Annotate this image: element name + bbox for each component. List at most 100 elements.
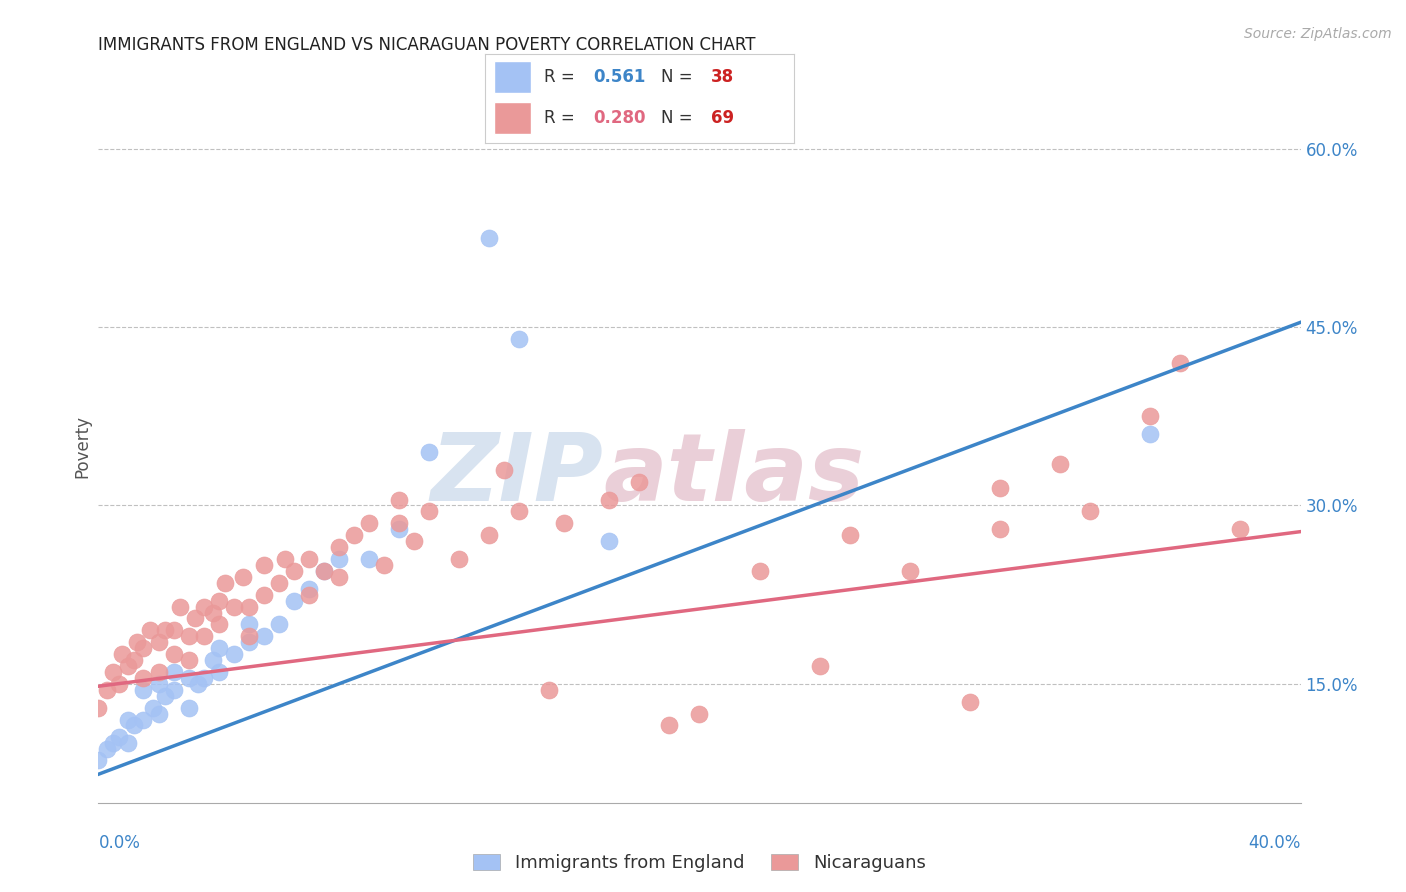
Point (298, 588, 321, 602)
Point (343, 528, 366, 542)
Point (988, 522, 1011, 536)
Point (959, 695, 981, 709)
Point (1229, 522, 1251, 536)
Point (1049, 457, 1071, 471)
Text: 0.280: 0.280 (593, 109, 645, 127)
Point (153, 624, 176, 638)
Point (162, 682, 184, 697)
FancyBboxPatch shape (495, 61, 531, 93)
Point (208, 641, 231, 656)
Point (103, 665, 125, 679)
Point (253, 629, 276, 643)
Text: Source: ZipAtlas.com: Source: ZipAtlas.com (1244, 27, 1392, 41)
Point (117, 659, 139, 673)
Point (208, 617, 231, 632)
Point (988, 481, 1011, 495)
Point (162, 665, 184, 679)
Point (508, 332, 530, 346)
Point (148, 665, 170, 679)
Point (274, 552, 297, 566)
Point (238, 635, 260, 649)
Point (1170, 356, 1192, 370)
Point (658, 718, 681, 732)
Point (553, 516, 575, 531)
Text: 0.0%: 0.0% (98, 834, 141, 852)
Text: 40.0%: 40.0% (1249, 834, 1301, 852)
Point (117, 713, 139, 727)
Point (328, 552, 350, 566)
Point (298, 582, 321, 596)
Point (177, 653, 200, 667)
Point (447, 552, 470, 566)
Point (183, 611, 205, 625)
Point (214, 575, 236, 590)
Point (201, 653, 224, 667)
Point (238, 629, 260, 643)
Text: IMMIGRANTS FROM ENGLAND VS NICARAGUAN POVERTY CORRELATION CHART: IMMIGRANTS FROM ENGLAND VS NICARAGUAN PO… (98, 36, 756, 54)
Point (808, 659, 831, 673)
Point (748, 564, 770, 578)
Point (96, 682, 118, 697)
Point (238, 617, 260, 632)
Point (87, 700, 110, 714)
Point (283, 593, 305, 607)
Point (298, 552, 321, 566)
Y-axis label: Poverty: Poverty (73, 415, 91, 477)
FancyBboxPatch shape (495, 102, 531, 134)
Point (162, 647, 184, 661)
Point (132, 641, 155, 656)
Point (103, 736, 125, 750)
Point (162, 624, 184, 638)
Text: 0.561: 0.561 (593, 68, 645, 86)
Point (373, 558, 395, 572)
Point (177, 671, 200, 685)
Point (1078, 504, 1101, 518)
Point (538, 682, 561, 697)
Point (148, 677, 170, 691)
Legend: Immigrants from England, Nicaraguans: Immigrants from England, Nicaraguans (465, 847, 934, 880)
Point (193, 599, 215, 614)
Text: ZIP: ZIP (430, 428, 603, 521)
Point (177, 629, 200, 643)
Point (108, 677, 131, 691)
Text: N =: N = (661, 109, 699, 127)
Point (267, 617, 290, 632)
Point (208, 593, 231, 607)
Point (193, 629, 215, 643)
Point (96, 742, 118, 756)
Point (388, 492, 411, 507)
Point (138, 624, 160, 638)
Point (87, 753, 110, 767)
Point (357, 516, 380, 531)
Point (388, 522, 411, 536)
Point (238, 599, 260, 614)
Point (148, 706, 170, 721)
Text: R =: R = (544, 109, 579, 127)
Text: N =: N = (661, 68, 699, 86)
Point (328, 570, 350, 584)
Point (312, 564, 335, 578)
Point (478, 231, 501, 245)
Text: 38: 38 (711, 68, 734, 86)
Point (169, 599, 191, 614)
Text: atlas: atlas (603, 428, 865, 521)
Point (187, 677, 209, 691)
Point (193, 671, 215, 685)
Point (328, 540, 350, 554)
Point (688, 706, 710, 721)
Point (494, 463, 516, 477)
Point (127, 635, 149, 649)
Point (478, 528, 501, 542)
Point (148, 635, 170, 649)
Text: 69: 69 (711, 109, 734, 127)
Point (267, 575, 290, 590)
Point (418, 504, 440, 518)
Point (253, 588, 276, 602)
Point (208, 665, 231, 679)
Point (177, 700, 200, 714)
Point (628, 475, 651, 489)
Point (598, 492, 620, 507)
Point (222, 647, 245, 661)
Point (232, 570, 254, 584)
Point (898, 564, 921, 578)
